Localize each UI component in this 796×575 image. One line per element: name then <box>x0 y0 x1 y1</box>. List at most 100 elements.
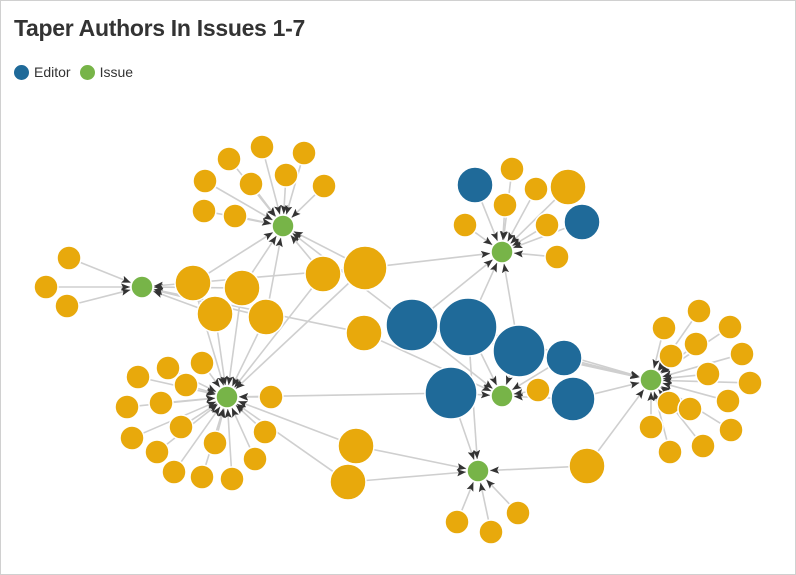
author-node[interactable] <box>242 446 268 472</box>
editor-node[interactable] <box>438 297 498 357</box>
author-node[interactable] <box>273 162 299 188</box>
author-node[interactable] <box>252 419 278 445</box>
author-node[interactable] <box>718 417 744 443</box>
author-node[interactable] <box>155 355 181 381</box>
graph-edge <box>231 407 251 449</box>
author-node[interactable] <box>119 425 145 451</box>
author-node[interactable] <box>717 314 743 340</box>
issue-node[interactable] <box>639 368 663 392</box>
author-node[interactable] <box>444 509 470 535</box>
editor-node[interactable] <box>385 298 439 352</box>
author-node[interactable] <box>114 394 140 420</box>
author-node[interactable] <box>492 192 518 218</box>
legend-label-issue: Issue <box>99 64 134 80</box>
author-node[interactable] <box>144 439 170 465</box>
author-node[interactable] <box>638 414 664 440</box>
author-node[interactable] <box>238 171 264 197</box>
author-node[interactable] <box>656 390 682 416</box>
author-node[interactable] <box>452 212 478 238</box>
graph-edge <box>511 366 550 391</box>
legend: Editor Issue <box>14 64 142 80</box>
issue-node[interactable] <box>130 275 154 299</box>
author-node[interactable] <box>683 331 709 357</box>
author-node[interactable] <box>174 264 212 302</box>
author-node[interactable] <box>690 433 716 459</box>
author-node[interactable] <box>737 370 763 396</box>
author-node[interactable] <box>337 427 375 465</box>
graph-edge <box>268 237 283 300</box>
author-node[interactable] <box>478 519 504 545</box>
author-node[interactable] <box>216 146 242 172</box>
editor-node[interactable] <box>424 366 478 420</box>
graph-edge <box>652 391 668 441</box>
graph-edge <box>292 232 392 310</box>
graph-edge <box>478 482 490 521</box>
author-node[interactable] <box>202 430 228 456</box>
author-node[interactable] <box>222 203 248 229</box>
author-node[interactable] <box>534 212 560 238</box>
author-node[interactable] <box>191 198 217 224</box>
author-node[interactable] <box>715 388 741 414</box>
author-node[interactable] <box>686 298 712 324</box>
graph-edge <box>233 287 313 388</box>
author-node[interactable] <box>525 377 551 403</box>
graph-edge <box>237 400 340 441</box>
editor-node[interactable] <box>545 339 583 377</box>
author-node[interactable] <box>651 315 677 341</box>
author-node[interactable] <box>505 500 531 526</box>
author-node[interactable] <box>33 274 59 300</box>
graph-edge <box>236 403 334 473</box>
editor-node[interactable] <box>492 324 546 378</box>
author-node[interactable] <box>219 466 245 492</box>
author-node[interactable] <box>223 269 261 307</box>
author-node[interactable] <box>549 168 587 206</box>
issue-node[interactable] <box>490 240 514 264</box>
author-node[interactable] <box>657 439 683 465</box>
editor-node[interactable] <box>550 376 596 422</box>
author-node[interactable] <box>291 140 317 166</box>
issue-node[interactable] <box>490 384 514 408</box>
graph-edge <box>658 361 668 372</box>
author-node[interactable] <box>304 255 342 293</box>
legend-item-issue[interactable]: Issue <box>79 64 134 80</box>
author-node[interactable] <box>523 176 549 202</box>
graph-edge <box>460 481 475 512</box>
author-node[interactable] <box>499 156 525 182</box>
author-node[interactable] <box>54 293 80 319</box>
author-node[interactable] <box>125 364 151 390</box>
graph-edge <box>474 231 493 246</box>
author-node[interactable] <box>56 245 82 271</box>
author-node[interactable] <box>544 244 570 270</box>
legend-item-editor[interactable]: Editor <box>14 64 71 80</box>
author-node[interactable] <box>345 314 383 352</box>
author-node[interactable] <box>161 459 187 485</box>
author-node[interactable] <box>568 447 606 485</box>
author-node[interactable] <box>342 245 388 291</box>
graph-edge <box>485 479 511 505</box>
editor-node[interactable] <box>456 166 494 204</box>
issue-node[interactable] <box>215 385 239 409</box>
author-node[interactable] <box>247 298 285 336</box>
author-node[interactable] <box>258 384 284 410</box>
graph-edge <box>594 381 640 395</box>
author-node[interactable] <box>249 134 275 160</box>
author-node[interactable] <box>729 341 755 367</box>
editor-node[interactable] <box>563 203 601 241</box>
author-node[interactable] <box>695 361 721 387</box>
author-node[interactable] <box>173 372 199 398</box>
author-node[interactable] <box>168 414 194 440</box>
graph-edge <box>652 339 662 369</box>
author-node[interactable] <box>329 463 367 501</box>
author-node[interactable] <box>677 396 703 422</box>
graph-edge <box>431 340 494 390</box>
author-node[interactable] <box>189 350 215 376</box>
issue-node[interactable] <box>271 214 295 238</box>
author-node[interactable] <box>192 168 218 194</box>
author-node[interactable] <box>148 390 174 416</box>
issue-node[interactable] <box>466 459 490 483</box>
author-node[interactable] <box>189 464 215 490</box>
author-node[interactable] <box>658 343 684 369</box>
author-node[interactable] <box>311 173 337 199</box>
author-node[interactable] <box>196 295 234 333</box>
